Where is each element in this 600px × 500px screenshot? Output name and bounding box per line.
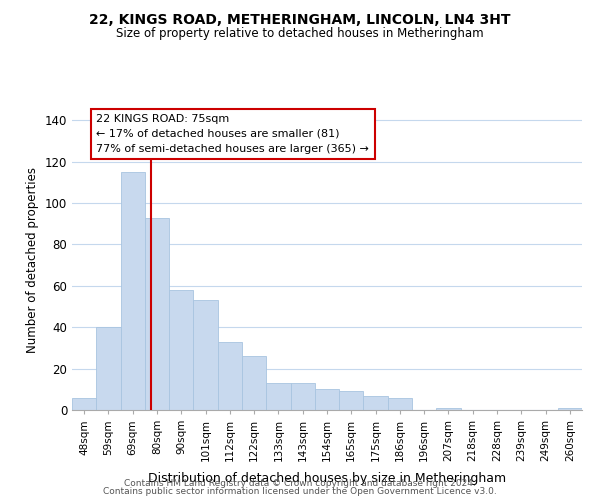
Bar	[145, 218, 169, 410]
Text: 22 KINGS ROAD: 75sqm
← 17% of detached houses are smaller (81)
77% of semi-detac: 22 KINGS ROAD: 75sqm ← 17% of detached h…	[96, 114, 369, 154]
Bar	[558, 408, 582, 410]
Bar	[193, 300, 218, 410]
Bar	[315, 390, 339, 410]
Bar	[121, 172, 145, 410]
Bar	[169, 290, 193, 410]
X-axis label: Distribution of detached houses by size in Metheringham: Distribution of detached houses by size …	[148, 472, 506, 486]
Text: 22, KINGS ROAD, METHERINGHAM, LINCOLN, LN4 3HT: 22, KINGS ROAD, METHERINGHAM, LINCOLN, L…	[89, 12, 511, 26]
Y-axis label: Number of detached properties: Number of detached properties	[26, 167, 39, 353]
Bar	[242, 356, 266, 410]
Bar	[339, 392, 364, 410]
Bar	[290, 383, 315, 410]
Bar	[218, 342, 242, 410]
Bar	[72, 398, 96, 410]
Bar	[96, 327, 121, 410]
Text: Size of property relative to detached houses in Metheringham: Size of property relative to detached ho…	[116, 28, 484, 40]
Bar	[436, 408, 461, 410]
Bar	[388, 398, 412, 410]
Bar	[266, 383, 290, 410]
Bar	[364, 396, 388, 410]
Text: Contains HM Land Registry data © Crown copyright and database right 2024.: Contains HM Land Registry data © Crown c…	[124, 478, 476, 488]
Text: Contains public sector information licensed under the Open Government Licence v3: Contains public sector information licen…	[103, 487, 497, 496]
